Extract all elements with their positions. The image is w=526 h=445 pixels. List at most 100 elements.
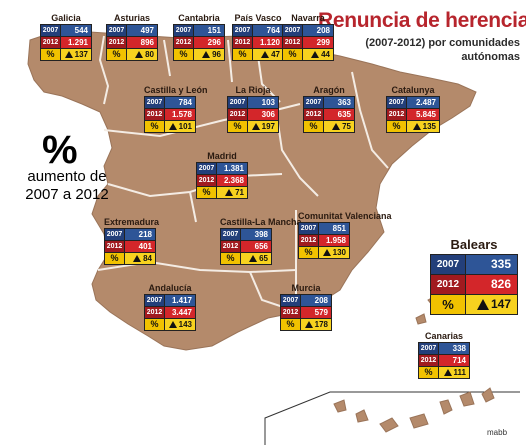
row-2007: 2007 544 bbox=[41, 25, 91, 36]
percent-label: % bbox=[281, 319, 300, 330]
up-arrow-icon bbox=[135, 51, 144, 58]
percent-number: 130 bbox=[332, 248, 346, 257]
percent-label: % bbox=[419, 367, 438, 378]
row-percent: % 101 bbox=[145, 121, 195, 132]
percent-label: % bbox=[145, 121, 164, 132]
percent-number: 111 bbox=[453, 368, 466, 377]
up-arrow-icon bbox=[168, 321, 177, 328]
region-card-galicia: Galicia 2007 544 2012 1.291% 137 bbox=[40, 12, 92, 61]
region-values: 2007 208 2012 579% 178 bbox=[280, 294, 332, 331]
year-label-2007: 2007 bbox=[233, 25, 252, 36]
row-2012: 2012 2.368 bbox=[197, 175, 247, 186]
value-2007: 1.381 bbox=[217, 163, 247, 174]
percent-label: % bbox=[299, 247, 318, 258]
percent-number: 44 bbox=[321, 50, 330, 59]
year-label-2007: 2007 bbox=[431, 255, 465, 274]
region-card-castilla-la-mancha: Castilla-La Mancha 2007 398 2012 656% 65 bbox=[220, 216, 302, 265]
year-label-2012: 2012 bbox=[105, 241, 124, 252]
canary-islands bbox=[333, 387, 495, 433]
percent-number: 75 bbox=[342, 122, 351, 131]
value-2007: 398 bbox=[241, 229, 271, 240]
row-percent: % 44 bbox=[283, 49, 333, 60]
value-2012: 896 bbox=[127, 37, 157, 48]
percent-value: 44 bbox=[303, 49, 333, 60]
row-2007: 2007 764 bbox=[233, 25, 283, 36]
percent-label: % bbox=[145, 319, 164, 330]
value-2012: 1.120 bbox=[253, 37, 283, 48]
region-values: 2007 2.487 2012 5.845% 135 bbox=[386, 96, 440, 133]
legend-text: aumento de 2007 a 2012 bbox=[25, 168, 109, 203]
row-percent: % 137 bbox=[41, 49, 91, 60]
percent-label: % bbox=[41, 49, 60, 60]
value-2007: 335 bbox=[466, 255, 517, 274]
percent-label: % bbox=[431, 295, 465, 314]
row-2007: 2007 851 bbox=[299, 223, 349, 234]
row-2012: 2012 656 bbox=[221, 241, 271, 252]
value-2012: 826 bbox=[466, 275, 517, 294]
row-2007: 2007 218 bbox=[105, 229, 155, 240]
row-2007: 2007 497 bbox=[107, 25, 157, 36]
region-values: 2007 764 2012 1.120% 47 bbox=[232, 24, 284, 61]
row-2007: 2007 151 bbox=[174, 25, 224, 36]
year-label-2007: 2007 bbox=[105, 229, 124, 240]
percent-label: % bbox=[197, 187, 216, 198]
percent-number: 135 bbox=[422, 122, 436, 131]
value-2012: 656 bbox=[241, 241, 271, 252]
percent-value: 96 bbox=[194, 49, 224, 60]
region-card-aragon: Aragón 2007 363 2012 635% 75 bbox=[303, 84, 355, 133]
value-2007: 764 bbox=[253, 25, 283, 36]
region-name: Aragón bbox=[313, 85, 345, 95]
region-values: 2007 335 2012 826% 147 bbox=[430, 254, 518, 315]
value-2012: 3.447 bbox=[165, 307, 195, 318]
region-card-castilla-y-leon: Castilla y León 2007 784 2012 1.578% 101 bbox=[144, 84, 208, 133]
value-2012: 1.578 bbox=[165, 109, 195, 120]
value-2007: 784 bbox=[165, 97, 195, 108]
percent-number: 80 bbox=[145, 50, 154, 59]
value-2012: 306 bbox=[248, 109, 278, 120]
value-2007: 363 bbox=[324, 97, 354, 108]
up-arrow-icon bbox=[168, 123, 177, 130]
region-name: País Vasco bbox=[234, 13, 282, 23]
row-2007: 2007 335 bbox=[431, 255, 517, 274]
row-2012: 2012 896 bbox=[107, 37, 157, 48]
value-2012: 714 bbox=[439, 355, 469, 366]
up-arrow-icon bbox=[322, 249, 331, 256]
row-2007: 2007 2.487 bbox=[387, 97, 439, 108]
year-label-2012: 2012 bbox=[145, 307, 164, 318]
region-name: Castilla-La Mancha bbox=[220, 217, 302, 227]
region-card-navarra: Navarra 2007 208 2012 299% 44 bbox=[282, 12, 334, 61]
year-label-2012: 2012 bbox=[387, 109, 406, 120]
up-arrow-icon bbox=[251, 123, 260, 130]
value-2012: 1.291 bbox=[61, 37, 91, 48]
value-2012: 635 bbox=[324, 109, 354, 120]
percent-value: 130 bbox=[319, 247, 349, 258]
region-values: 2007 338 2012 714% 111 bbox=[418, 342, 470, 379]
value-2007: 218 bbox=[125, 229, 155, 240]
row-2007: 2007 784 bbox=[145, 97, 195, 108]
row-2007: 2007 208 bbox=[281, 295, 331, 306]
percent-number: 65 bbox=[259, 254, 268, 263]
year-label-2012: 2012 bbox=[281, 307, 300, 318]
row-2007: 2007 1.381 bbox=[197, 163, 247, 174]
percent-label: % bbox=[221, 253, 240, 264]
year-label-2007: 2007 bbox=[281, 295, 300, 306]
region-card-canarias: Canarias 2007 338 2012 714% 111 bbox=[418, 330, 470, 379]
year-label-2007: 2007 bbox=[197, 163, 216, 174]
up-arrow-icon bbox=[311, 51, 320, 58]
percent-label: % bbox=[105, 253, 124, 264]
percent-number: 84 bbox=[143, 254, 152, 263]
row-2007: 2007 338 bbox=[419, 343, 469, 354]
percent-number: 178 bbox=[314, 320, 328, 329]
region-values: 2007 784 2012 1.578% 101 bbox=[144, 96, 196, 133]
region-values: 2007 1.417 2012 3.447% 143 bbox=[144, 294, 196, 331]
region-values: 2007 497 2012 896% 80 bbox=[106, 24, 158, 61]
year-label-2007: 2007 bbox=[299, 223, 318, 234]
row-percent: % 96 bbox=[174, 49, 224, 60]
up-arrow-icon bbox=[412, 123, 421, 130]
row-percent: % 80 bbox=[107, 49, 157, 60]
up-arrow-icon bbox=[133, 255, 142, 262]
region-values: 2007 1.381 2012 2.368% 71 bbox=[196, 162, 248, 199]
row-2007: 2007 398 bbox=[221, 229, 271, 240]
year-label-2012: 2012 bbox=[221, 241, 240, 252]
region-values: 2007 363 2012 635% 75 bbox=[303, 96, 355, 133]
